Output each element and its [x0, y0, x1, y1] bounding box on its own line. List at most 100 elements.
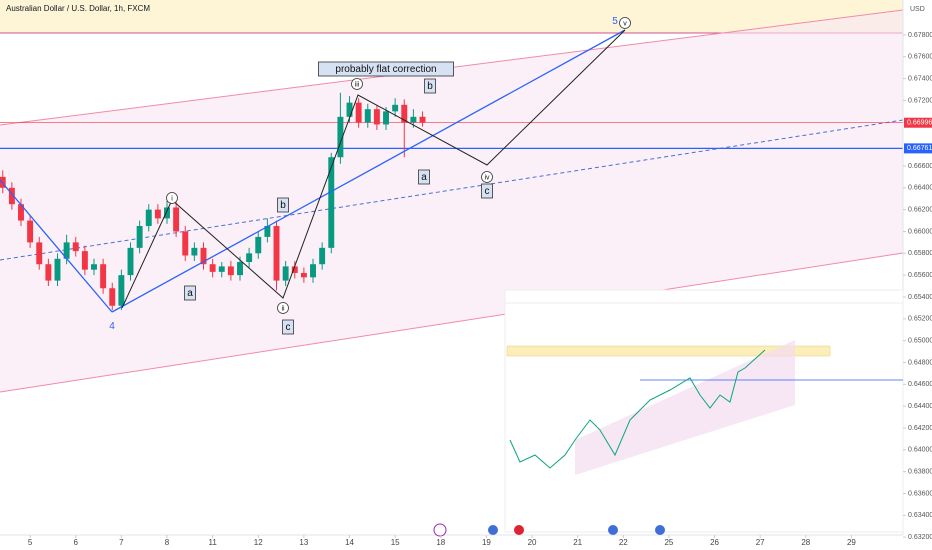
candle-body	[227, 266, 234, 276]
wave-box	[424, 78, 436, 94]
x-tick-label: 25	[664, 538, 673, 547]
candle-body	[200, 247, 207, 265]
y-tick-label: 0.65400	[908, 294, 932, 301]
inset-channel	[575, 340, 795, 475]
candle-body	[383, 111, 389, 125]
x-tick-label: 14	[345, 538, 354, 547]
candle-body	[118, 275, 125, 306]
candle-body	[264, 226, 271, 237]
candle-body	[410, 116, 417, 123]
candle-body	[45, 264, 52, 281]
wave-label: b	[280, 200, 286, 211]
price-label-bg	[904, 117, 932, 128]
x-tick-label: 26	[710, 538, 719, 547]
x-tick-label: 11	[208, 538, 217, 547]
candle-body	[246, 253, 253, 263]
wave-label: 4	[109, 321, 115, 332]
y-tick-label: 0.63800	[908, 469, 932, 476]
price-label-bg	[904, 143, 932, 154]
x-tick-label: 15	[391, 538, 400, 547]
y-tick-label: 0.63400	[908, 512, 932, 519]
x-tick-label: 18	[436, 538, 445, 547]
price-label: 0.66996	[907, 120, 932, 127]
candle-body	[218, 266, 225, 272]
wave-box	[277, 197, 289, 213]
x-tick-label: 22	[619, 538, 628, 547]
candle-body	[173, 207, 180, 232]
candle-body	[63, 242, 70, 259]
candle-body	[355, 102, 362, 123]
candle-body	[145, 209, 152, 227]
y-tick-label: 0.66400	[908, 185, 932, 192]
candle-body	[255, 236, 262, 254]
inset-zone	[506, 345, 831, 357]
x-tick-label: 28	[801, 538, 810, 547]
wave-line	[0, 179, 113, 313]
candle-body	[27, 220, 34, 243]
candle-body	[364, 109, 371, 123]
y-tick-label: 0.63600	[908, 490, 932, 497]
flag-icon	[655, 525, 665, 535]
channel-fill	[0, 10, 903, 392]
y-tick-label: 0.66200	[908, 206, 932, 213]
candle-body	[18, 204, 24, 221]
candle-body	[127, 247, 134, 276]
candle-body	[109, 288, 116, 306]
candle-body	[182, 231, 189, 256]
candle-body	[291, 266, 298, 273]
wave-label: v	[623, 20, 627, 27]
candle-body	[81, 251, 88, 270]
candle-body	[36, 242, 43, 265]
wave-box	[418, 169, 430, 185]
y-tick-label: 0.65800	[908, 250, 932, 257]
candle-body	[373, 109, 380, 125]
y-tick-label: 0.65200	[908, 316, 932, 323]
wave-label: a	[187, 288, 193, 299]
wave-circle	[351, 78, 363, 90]
candle-body	[392, 104, 399, 112]
wave-label: probably flat correction	[335, 64, 436, 75]
wave-label: iv	[484, 174, 490, 181]
wave-circle	[166, 192, 178, 204]
wave-label: a	[421, 172, 427, 183]
flag-icon	[514, 525, 524, 535]
candle-body	[419, 116, 426, 123]
candle-body	[72, 242, 79, 252]
y-tick-label: 0.64200	[908, 425, 932, 432]
flag-icon	[608, 525, 618, 535]
y-tick-label: 0.67400	[908, 75, 932, 82]
y-tick-label: 0.66600	[908, 163, 932, 170]
candle-body	[310, 264, 316, 278]
channel-mid	[0, 119, 904, 261]
y-tick-label: 0.66000	[908, 228, 932, 235]
wave-circle	[619, 17, 631, 29]
candle-body	[164, 207, 170, 219]
x-tick-label: 5	[28, 538, 33, 547]
candle-body	[209, 264, 216, 272]
x-tick-label: 29	[847, 538, 856, 547]
candle-body	[54, 258, 61, 281]
x-tick-label: 20	[528, 538, 537, 547]
resistance-zone	[0, 0, 903, 33]
event-icon	[433, 523, 447, 537]
x-tick-label: 13	[299, 538, 308, 547]
price-label: 0.66761	[907, 145, 932, 152]
candle-body	[191, 247, 198, 256]
x-tick-label: 7	[119, 538, 124, 547]
wave-path	[121, 29, 626, 309]
y-tick-label: 0.64400	[908, 403, 932, 410]
wave-label: b	[427, 81, 433, 92]
y-tick-label: 0.63200	[908, 534, 932, 541]
wave-label: i	[171, 195, 173, 202]
wave-box	[481, 183, 493, 199]
y-tick-label: 0.65600	[908, 272, 932, 279]
candle-body	[319, 247, 326, 265]
chart-title: Australian Dollar / U.S. Dollar, 1h, FXC…	[6, 4, 150, 13]
y-tick-label: 0.67200	[908, 97, 932, 104]
wave-label: iii	[355, 81, 360, 88]
candle-body	[337, 116, 344, 158]
flag-icon	[488, 525, 498, 535]
x-tick-label: 27	[756, 538, 765, 547]
candle-body	[0, 176, 6, 188]
